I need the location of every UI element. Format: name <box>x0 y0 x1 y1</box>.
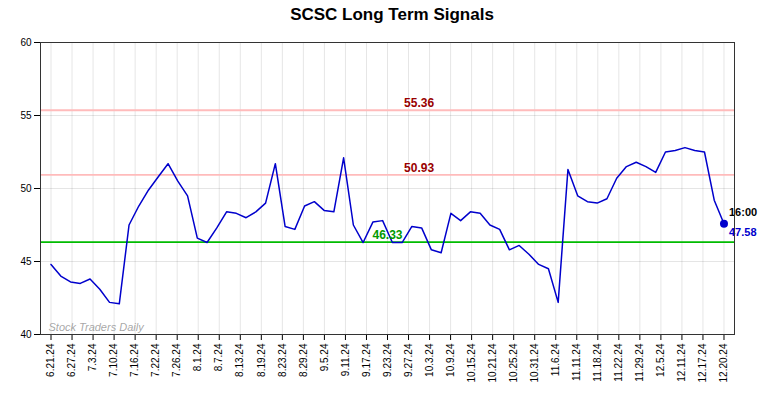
svg-text:7.26.24: 7.26.24 <box>171 343 182 377</box>
svg-text:10.31.24: 10.31.24 <box>529 343 540 382</box>
svg-text:12.17.24: 12.17.24 <box>697 343 708 382</box>
svg-text:11.11.24: 11.11.24 <box>571 343 582 381</box>
svg-text:11.29.24: 11.29.24 <box>634 343 645 382</box>
svg-text:45: 45 <box>20 256 32 267</box>
svg-text:8.7.24: 8.7.24 <box>213 343 224 371</box>
svg-text:16:00: 16:00 <box>729 206 757 218</box>
svg-text:47.58: 47.58 <box>729 226 757 238</box>
svg-text:9.5.24: 9.5.24 <box>319 343 330 371</box>
svg-text:12.5.24: 12.5.24 <box>655 343 666 377</box>
svg-text:11.6.24: 11.6.24 <box>550 343 561 376</box>
svg-text:11.18.24: 11.18.24 <box>592 343 603 382</box>
svg-text:9.17.24: 9.17.24 <box>361 343 372 377</box>
svg-text:7.3.24: 7.3.24 <box>87 343 98 371</box>
svg-text:10.9.24: 10.9.24 <box>445 343 456 377</box>
svg-text:10.3.24: 10.3.24 <box>424 343 435 377</box>
svg-text:11.22.24: 11.22.24 <box>613 343 624 382</box>
svg-text:6.21.24: 6.21.24 <box>45 343 56 377</box>
svg-text:40: 40 <box>20 329 32 340</box>
svg-text:Stock Traders Daily: Stock Traders Daily <box>49 321 146 333</box>
svg-text:6.27.24: 6.27.24 <box>66 343 77 377</box>
svg-text:7.16.24: 7.16.24 <box>129 343 140 377</box>
svg-text:8.13.24: 8.13.24 <box>234 343 245 377</box>
svg-text:8.19.24: 8.19.24 <box>256 343 267 377</box>
svg-text:9.27.24: 9.27.24 <box>403 343 414 377</box>
svg-text:7.22.24: 7.22.24 <box>150 343 161 377</box>
svg-text:10.15.24: 10.15.24 <box>466 343 477 382</box>
svg-text:9.23.24: 9.23.24 <box>382 343 393 377</box>
html-text:SCSC Long Term Signals: SCSC Long Term Signals <box>290 5 494 24</box>
svg-text:7.10.24: 7.10.24 <box>108 343 119 377</box>
svg-text:8.29.24: 8.29.24 <box>298 343 309 377</box>
svg-text:55.36: 55.36 <box>404 96 434 110</box>
svg-text:9.11.24: 9.11.24 <box>340 343 351 376</box>
svg-text:10.21.24: 10.21.24 <box>487 343 498 382</box>
svg-text:12.20.24: 12.20.24 <box>718 343 729 382</box>
svg-text:50: 50 <box>20 183 32 194</box>
svg-text:10.25.24: 10.25.24 <box>508 343 519 382</box>
svg-text:60: 60 <box>20 37 32 48</box>
svg-text:46.33: 46.33 <box>372 228 402 242</box>
svg-text:8.1.24: 8.1.24 <box>192 343 203 371</box>
svg-text:12.11.24: 12.11.24 <box>676 343 687 382</box>
svg-text:8.23.24: 8.23.24 <box>277 343 288 377</box>
svg-text:55: 55 <box>20 110 32 121</box>
svg-text:50.93: 50.93 <box>404 161 434 175</box>
